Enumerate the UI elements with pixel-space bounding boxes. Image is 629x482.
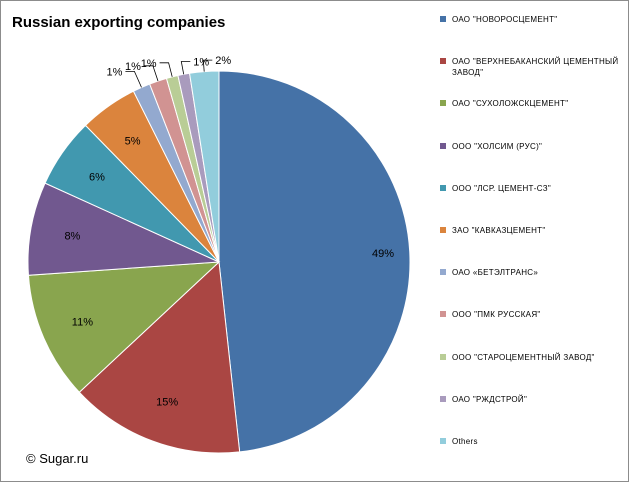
legend-swatch <box>440 269 446 276</box>
leader-line-7 <box>125 71 142 88</box>
legend-swatch <box>440 184 446 191</box>
legend-label: ЗАО "КАВКАЗЦЕМЕНТ" <box>452 226 546 235</box>
legend-label: ОАО «БЕТЭЛТРАНС» <box>452 268 539 278</box>
data-label-10: 1% <box>193 57 209 69</box>
legend-label: ОАО "СУХОЛОЖСКЦЕМЕНТ" <box>452 99 569 109</box>
leader-line-11 <box>202 59 213 72</box>
legend-label: ОАО "ВЕРХНЕБАКАНСКИЙ ЦЕМЕНТНЫЙ ЗАВОД" <box>452 57 619 78</box>
pie-data-labels: 49%15%11%8%6%5%1% 1% 1% 1% 2% <box>64 55 394 409</box>
legend-swatch <box>440 227 446 233</box>
copyright-text: © Sugar.ru <box>26 451 89 466</box>
legend-label: ОАО "НОВОРОСЦЕМЕНТ" <box>452 15 558 24</box>
legend-label: ООО "ХОЛСИМ (РУС)" <box>452 141 543 151</box>
data-label-4: 8% <box>64 231 80 243</box>
legend-item-10: ОАО "РЖДСТРОЙ" <box>440 394 626 405</box>
leader-line-9 <box>159 62 173 77</box>
leader-line-8 <box>143 65 159 82</box>
leader-line-10 <box>180 61 191 75</box>
legend-label: ОАО "РЖДСТРОЙ" <box>452 394 528 404</box>
legend-item-9: ООО "СТАРОЦЕМЕНТНЫЙ ЗАВОД" <box>440 352 626 363</box>
legend-label: ООО "СТАРОЦЕМЕНТНЫЙ ЗАВОД" <box>452 352 595 362</box>
legend-item-2: ОАО "ВЕРХНЕБАКАНСКИЙ ЦЕМЕНТНЫЙ ЗАВОД" <box>440 56 626 78</box>
data-label-7: 1% <box>106 66 122 78</box>
legend-swatch <box>440 100 446 107</box>
legend-swatch <box>440 353 446 360</box>
data-label-3: 11% <box>72 316 93 328</box>
legend-swatch <box>440 58 446 65</box>
legend-item-7: ОАО «БЕТЭЛТРАНС» <box>440 267 626 278</box>
legend-label: ООО "ПМК РУССКАЯ" <box>452 310 541 320</box>
data-label-11: 2% <box>215 55 231 67</box>
legend-item-8: ООО "ПМК РУССКАЯ" <box>440 309 626 320</box>
data-label-5: 6% <box>89 172 105 184</box>
pie-slice-1 <box>218 70 411 453</box>
legend-item-4: ООО "ХОЛСИМ (РУС)" <box>440 141 626 152</box>
legend-swatch <box>440 311 446 318</box>
legend-item-3: ОАО "СУХОЛОЖСКЦЕМЕНТ" <box>440 98 626 109</box>
pie-slices <box>27 70 411 454</box>
legend-swatch <box>440 438 446 444</box>
legend-item-11: Others <box>440 436 626 447</box>
legend-swatch <box>440 142 446 149</box>
legend-label: Others <box>452 437 478 446</box>
legend-label: ООО "ЛСР. ЦЕМЕНТ-СЗ" <box>452 183 551 193</box>
legend-swatch <box>440 16 446 22</box>
legend-item-1: ОАО "НОВОРОСЦЕМЕНТ" <box>440 14 626 25</box>
data-label-6: 5% <box>125 136 141 148</box>
pie-slice-2 <box>78 260 241 454</box>
data-label-8: 1% <box>125 61 141 73</box>
legend-item-5: ООО "ЛСР. ЦЕМЕНТ-СЗ" <box>440 183 626 194</box>
pie-slice-4 <box>27 182 220 276</box>
pie-slice-3 <box>27 261 221 393</box>
legend-item-6: ЗАО "КАВКАЗЦЕМЕНТ" <box>440 225 626 236</box>
legend-swatch <box>440 395 446 402</box>
chart-title: Russian exporting companies <box>12 14 226 31</box>
data-label-2: 15% <box>156 397 178 409</box>
data-label-1: 49% <box>372 248 394 260</box>
data-label-9: 1% <box>141 58 157 70</box>
